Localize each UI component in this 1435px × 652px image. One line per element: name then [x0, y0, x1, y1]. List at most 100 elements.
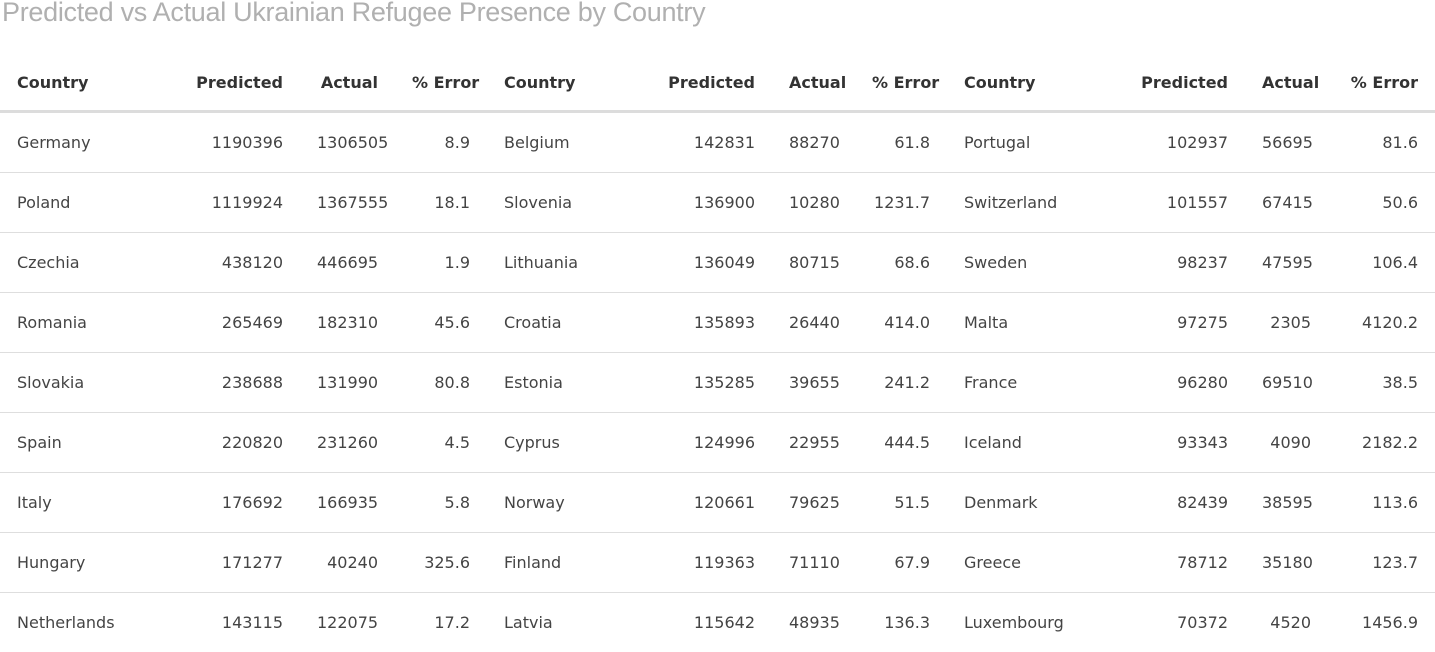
country-cell: Romania — [0, 293, 160, 353]
country-cell: Luxembourg — [947, 593, 1107, 652]
error-cell: 50.6 — [1328, 173, 1435, 233]
country-cell: Germany — [0, 112, 160, 173]
header-country: Country — [947, 54, 1107, 112]
header-predicted: Predicted — [1107, 54, 1245, 112]
predicted-cell: 142831 — [647, 112, 772, 173]
predicted-cell: 135285 — [647, 353, 772, 413]
actual-cell: 80715 — [772, 233, 855, 293]
header-country: Country — [487, 54, 647, 112]
country-cell: Croatia — [487, 293, 647, 353]
predicted-cell: 265469 — [160, 293, 300, 353]
actual-cell: 122075 — [300, 593, 395, 652]
predicted-cell: 220820 — [160, 413, 300, 473]
header-error: % Error — [1328, 54, 1435, 112]
actual-cell: 35180 — [1245, 533, 1328, 593]
error-cell: 80.8 — [395, 353, 487, 413]
error-cell: 241.2 — [855, 353, 947, 413]
country-cell: Czechia — [0, 233, 160, 293]
actual-cell: 26440 — [772, 293, 855, 353]
country-cell: Finland — [487, 533, 647, 593]
error-cell: 81.6 — [1328, 112, 1435, 173]
error-cell: 106.4 — [1328, 233, 1435, 293]
predicted-cell: 438120 — [160, 233, 300, 293]
predicted-cell: 171277 — [160, 533, 300, 593]
error-cell: 1456.9 — [1328, 593, 1435, 652]
error-cell: 5.8 — [395, 473, 487, 533]
country-cell: Estonia — [487, 353, 647, 413]
actual-cell: 48935 — [772, 593, 855, 652]
error-cell: 1231.7 — [855, 173, 947, 233]
country-cell: Slovakia — [0, 353, 160, 413]
actual-cell: 1367555 — [300, 173, 395, 233]
error-cell: 325.6 — [395, 533, 487, 593]
actual-cell: 40240 — [300, 533, 395, 593]
country-cell: Iceland — [947, 413, 1107, 473]
country-cell: Norway — [487, 473, 647, 533]
actual-cell: 39655 — [772, 353, 855, 413]
header-actual: Actual — [300, 54, 395, 112]
actual-cell: 38595 — [1245, 473, 1328, 533]
error-cell: 123.7 — [1328, 533, 1435, 593]
error-cell: 45.6 — [395, 293, 487, 353]
header-row: Country Predicted Actual % Error Country… — [0, 54, 1435, 112]
country-cell: Italy — [0, 473, 160, 533]
predicted-cell: 115642 — [647, 593, 772, 652]
predicted-cell: 120661 — [647, 473, 772, 533]
actual-cell: 131990 — [300, 353, 395, 413]
predicted-cell: 98237 — [1107, 233, 1245, 293]
country-cell: France — [947, 353, 1107, 413]
actual-cell: 4520 — [1245, 593, 1328, 652]
predicted-cell: 101557 — [1107, 173, 1245, 233]
error-cell: 67.9 — [855, 533, 947, 593]
actual-cell: 79625 — [772, 473, 855, 533]
predicted-cell: 102937 — [1107, 112, 1245, 173]
actual-cell: 69510 — [1245, 353, 1328, 413]
actual-cell: 166935 — [300, 473, 395, 533]
header-predicted: Predicted — [647, 54, 772, 112]
country-cell: Netherlands — [0, 593, 160, 652]
predicted-cell: 96280 — [1107, 353, 1245, 413]
actual-cell: 67415 — [1245, 173, 1328, 233]
country-cell: Malta — [947, 293, 1107, 353]
country-cell: Sweden — [947, 233, 1107, 293]
error-cell: 17.2 — [395, 593, 487, 652]
error-cell: 38.5 — [1328, 353, 1435, 413]
actual-cell: 4090 — [1245, 413, 1328, 473]
actual-cell: 56695 — [1245, 112, 1328, 173]
country-cell: Spain — [0, 413, 160, 473]
country-cell: Belgium — [487, 112, 647, 173]
country-cell: Poland — [0, 173, 160, 233]
error-cell: 4.5 — [395, 413, 487, 473]
country-cell: Hungary — [0, 533, 160, 593]
error-cell: 8.9 — [395, 112, 487, 173]
actual-cell: 182310 — [300, 293, 395, 353]
predicted-cell: 124996 — [647, 413, 772, 473]
chart-title: Predicted vs Actual Ukrainian Refugee Pr… — [2, 0, 705, 28]
predicted-cell: 93343 — [1107, 413, 1245, 473]
actual-cell: 446695 — [300, 233, 395, 293]
predicted-cell: 97275 — [1107, 293, 1245, 353]
predicted-cell: 1119924 — [160, 173, 300, 233]
predicted-cell: 119363 — [647, 533, 772, 593]
actual-cell: 10280 — [772, 173, 855, 233]
country-cell: Latvia — [487, 593, 647, 652]
predicted-cell: 78712 — [1107, 533, 1245, 593]
actual-cell: 1306505 — [300, 112, 395, 173]
error-cell: 61.8 — [855, 112, 947, 173]
error-cell: 444.5 — [855, 413, 947, 473]
error-cell: 4120.2 — [1328, 293, 1435, 353]
error-cell: 113.6 — [1328, 473, 1435, 533]
actual-cell: 88270 — [772, 112, 855, 173]
error-cell: 51.5 — [855, 473, 947, 533]
predicted-cell: 238688 — [160, 353, 300, 413]
predicted-cell: 1190396 — [160, 112, 300, 173]
header-country: Country — [0, 54, 160, 112]
